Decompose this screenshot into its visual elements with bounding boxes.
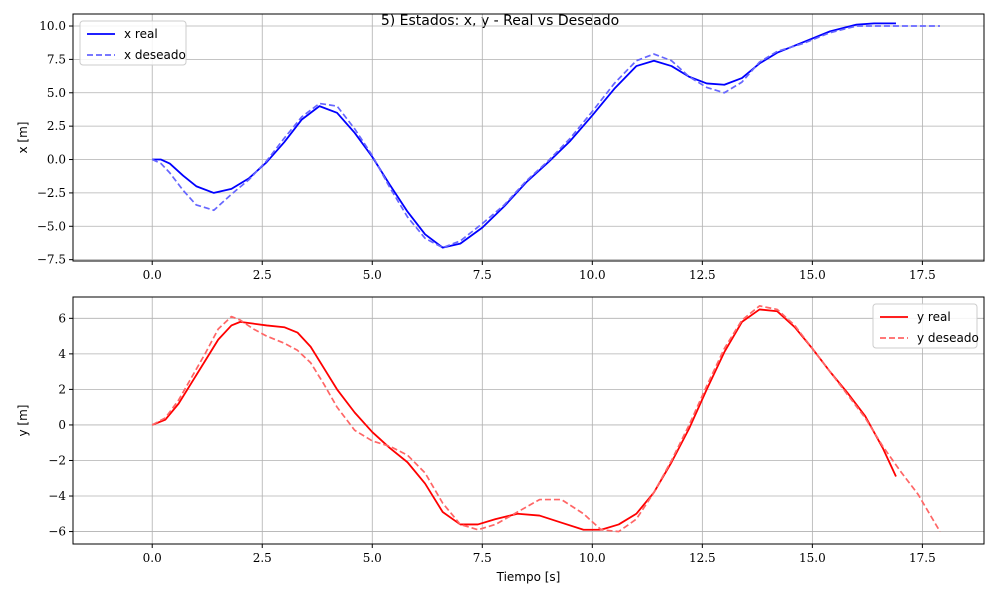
- chart-1-x-tick-label: 10.0: [579, 551, 606, 565]
- chart-0-x-tick-label: 12.5: [689, 268, 716, 282]
- chart-1-y-tick-label: 4: [58, 347, 66, 361]
- chart-1-y-axis-label: y [m]: [16, 405, 30, 437]
- chart-1-y-tick-label: −4: [48, 489, 66, 503]
- chart-0-x-tick-label: 0.0: [143, 268, 162, 282]
- chart-0-legend-label: x deseado: [124, 48, 186, 62]
- chart-0-legend-box: [79, 20, 187, 66]
- chart-1-y-tick-label: −2: [48, 453, 66, 467]
- chart-0-y-tick-label: 5.0: [47, 86, 66, 100]
- chart-0-x-tick-label: 17.5: [909, 268, 936, 282]
- chart-0-series-line-x-deseado: [151, 25, 940, 249]
- chart-0-series-line-x-real: [152, 22, 896, 249]
- chart-1-x-tick-label: 0.0: [143, 551, 162, 565]
- chart-0-y-tick-label: 10.0: [39, 19, 66, 33]
- chart-1-legend-box: [872, 303, 978, 349]
- chart-0-y-tick-label: −7.5: [37, 253, 66, 267]
- chart-0-y-tick-label: 7.5: [47, 52, 66, 66]
- chart-0-legend-label: x real: [124, 27, 158, 41]
- chart-0-y-tick-label: 0.0: [47, 153, 66, 167]
- chart-1-series-line-y-real: [151, 308, 897, 531]
- chart-0-x-tick-label: 10.0: [579, 268, 606, 282]
- chart-0-x-tick-label: 7.5: [473, 268, 492, 282]
- chart-0-x-tick-label: 5.0: [363, 268, 382, 282]
- chart-1-x-tick-label: 5.0: [363, 551, 382, 565]
- figure-title: 5) Estados: x, y - Real vs Deseado: [381, 13, 619, 29]
- chart-1-y-tick-label: 2: [58, 382, 66, 396]
- chart-0-x-tick-label: 15.0: [799, 268, 826, 282]
- chart-1-x-tick-label: 7.5: [473, 551, 492, 565]
- chart-1-series-line-y-deseado: [151, 305, 941, 533]
- chart-1-legend-label: y real: [917, 310, 951, 324]
- x-state-panel: 0.0 2.5 5.0 7.5 10.0 12.5 15.0 17.5 −7.5 −5.0 −2.5…: [16, 13, 985, 282]
- chart-0-legend: x real x deseado: [79, 20, 187, 66]
- chart-1-x-tick-label: 15.0: [799, 551, 826, 565]
- chart-1-y-tick-label: 0: [58, 418, 66, 432]
- chart-1-x-axis-label: Tiempo [s]: [496, 570, 561, 584]
- chart-1-y-tick-label: −6: [48, 525, 66, 539]
- chart-1-x-tick-label: 2.5: [253, 551, 272, 565]
- chart-0-plot-frame: [72, 13, 985, 262]
- chart-0-y-tick-label: 2.5: [47, 119, 66, 133]
- chart-0-y-tick-label: −2.5: [37, 186, 66, 200]
- y-state-panel: 0.0 2.5 5.0 7.5 10.0 12.5 15.0 17.5 −6 −4 −2 0 2 4 6 y …: [16, 296, 985, 584]
- chart-1-x-tick-label: 12.5: [689, 551, 716, 565]
- chart-1-legend-label: y deseado: [917, 331, 979, 345]
- chart-0-y-tick-label: −5.0: [37, 219, 66, 233]
- chart-1-x-tick-label: 17.5: [909, 551, 936, 565]
- chart-0-x-tick-label: 2.5: [253, 268, 272, 282]
- chart-1-y-tick-label: 6: [58, 311, 66, 325]
- chart-1-plot-frame: [72, 296, 985, 545]
- chart-0-y-axis-label: x [m]: [16, 122, 30, 154]
- chart-1-legend: y real y deseado: [872, 303, 979, 349]
